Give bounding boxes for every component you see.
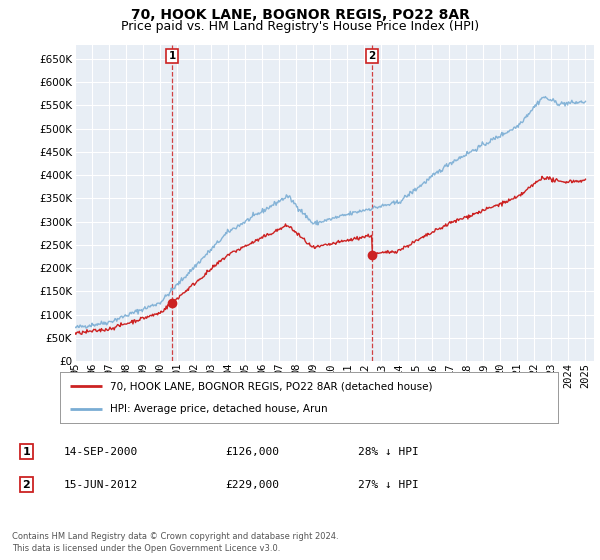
Text: £229,000: £229,000: [225, 480, 279, 490]
Text: 2: 2: [368, 51, 376, 61]
Text: HPI: Average price, detached house, Arun: HPI: Average price, detached house, Arun: [110, 404, 328, 414]
Text: £126,000: £126,000: [225, 446, 279, 456]
Text: 14-SEP-2000: 14-SEP-2000: [64, 446, 138, 456]
Text: 1: 1: [23, 446, 30, 456]
Text: 70, HOOK LANE, BOGNOR REGIS, PO22 8AR: 70, HOOK LANE, BOGNOR REGIS, PO22 8AR: [131, 8, 469, 22]
Text: 28% ↓ HPI: 28% ↓ HPI: [358, 446, 418, 456]
Text: 27% ↓ HPI: 27% ↓ HPI: [358, 480, 418, 490]
Text: 1: 1: [169, 51, 176, 61]
Text: 2: 2: [23, 480, 30, 490]
Text: 15-JUN-2012: 15-JUN-2012: [64, 480, 138, 490]
Text: Price paid vs. HM Land Registry's House Price Index (HPI): Price paid vs. HM Land Registry's House …: [121, 20, 479, 32]
Text: 70, HOOK LANE, BOGNOR REGIS, PO22 8AR (detached house): 70, HOOK LANE, BOGNOR REGIS, PO22 8AR (d…: [110, 381, 432, 391]
Text: Contains HM Land Registry data © Crown copyright and database right 2024.
This d: Contains HM Land Registry data © Crown c…: [12, 533, 338, 553]
